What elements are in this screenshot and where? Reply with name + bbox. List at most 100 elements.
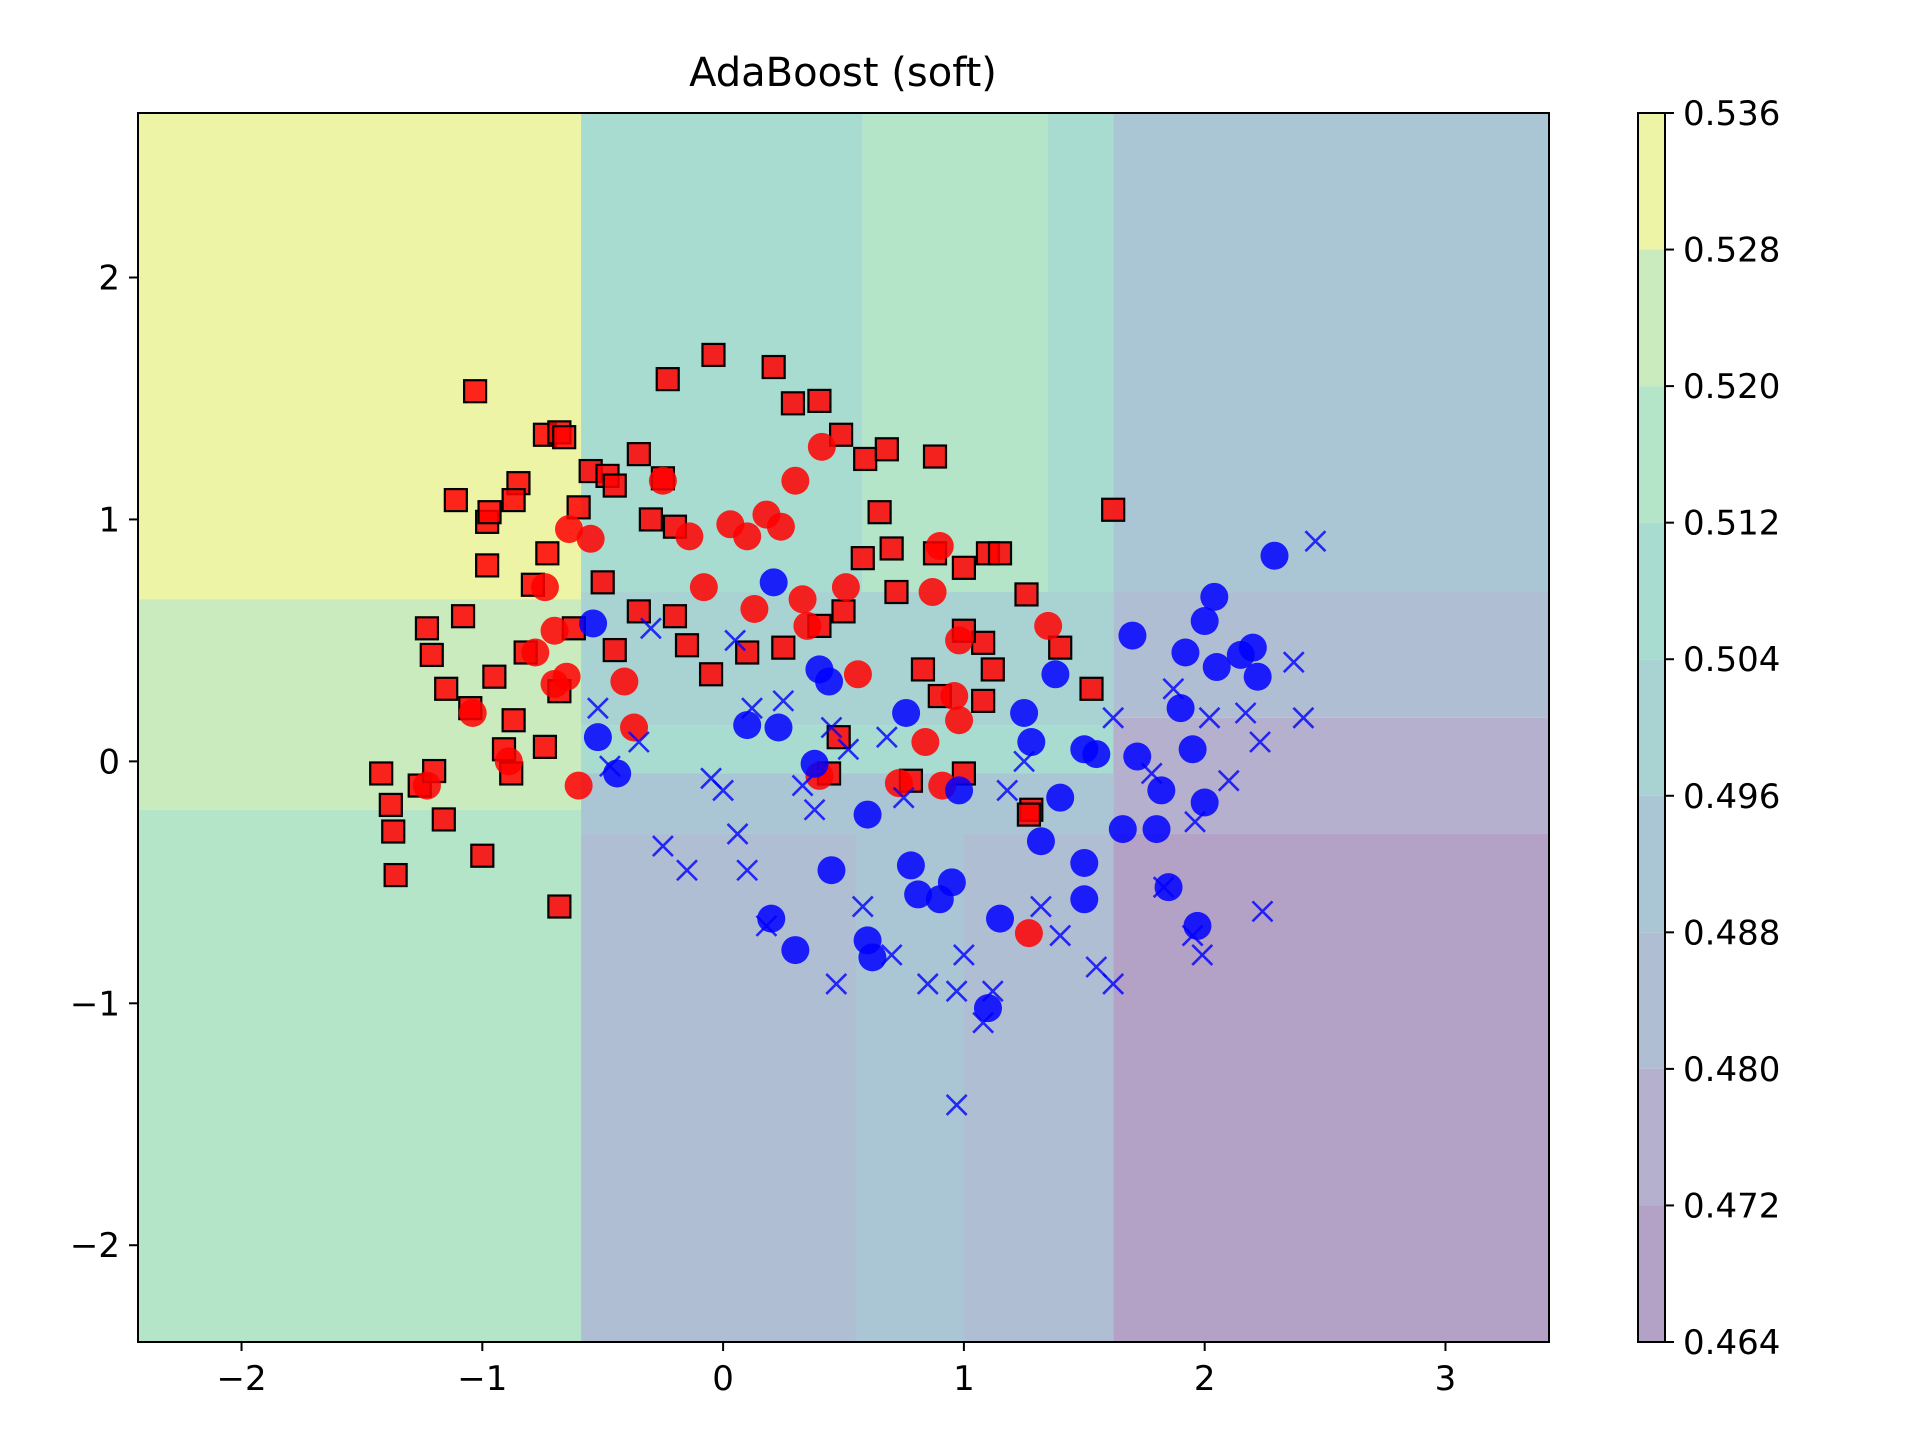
colorbar-tick-label: 0.520: [1683, 367, 1780, 407]
decision-region: [1113, 717, 1549, 834]
x-point: [1234, 702, 1257, 724]
circle-point: [1070, 848, 1099, 877]
square-point: [501, 487, 526, 513]
circle-point: [986, 904, 1015, 933]
circle-point: [817, 856, 846, 885]
x-tick-label: 2: [1194, 1359, 1216, 1399]
square-point: [951, 555, 976, 580]
square-point: [771, 635, 796, 660]
y-axis: −2 −1 0 1 2: [70, 259, 138, 1266]
square-point: [477, 500, 502, 525]
square-point: [850, 546, 875, 571]
circle-point: [1034, 611, 1063, 640]
circle-point: [1041, 660, 1070, 689]
x-point: [676, 859, 698, 882]
colorbar-band: [1638, 386, 1665, 523]
circle-point: [945, 706, 974, 735]
circle-point: [1026, 827, 1055, 856]
square-point: [701, 342, 726, 368]
decision-region: [138, 113, 582, 600]
square-point: [462, 379, 488, 404]
x-point: [837, 738, 860, 761]
square-point: [547, 894, 572, 919]
x-point: [1049, 924, 1072, 947]
plot-frame: [137, 112, 1550, 1343]
circle-point: [918, 578, 947, 607]
square-point: [450, 604, 476, 629]
square-point: [1079, 676, 1104, 701]
circle-point: [552, 662, 581, 691]
circle-point: [583, 723, 612, 752]
circle-point: [1014, 919, 1043, 948]
circle-point: [458, 698, 487, 727]
circle-point: [1118, 621, 1147, 650]
x-point: [1191, 943, 1214, 966]
square-point: [980, 657, 1005, 682]
circle-point: [973, 994, 1002, 1023]
circle-point: [1190, 607, 1219, 636]
x-point: [1184, 810, 1206, 833]
circle-point: [530, 573, 559, 602]
x-point: [1198, 706, 1221, 729]
square-point: [987, 541, 1013, 566]
circle-point: [884, 769, 913, 798]
square-point: [807, 388, 832, 413]
circle-point: [925, 532, 954, 561]
square-point: [867, 500, 892, 525]
square-point: [383, 862, 408, 888]
circle-point: [896, 851, 925, 880]
x-point: [736, 859, 759, 882]
x-point: [1140, 762, 1163, 785]
square-point: [381, 819, 406, 844]
square-point: [482, 664, 507, 689]
x-point: [945, 1093, 968, 1116]
x-point: [1162, 677, 1185, 700]
circle-point: [940, 682, 969, 711]
x-point: [1085, 956, 1108, 978]
circle-point: [800, 749, 829, 778]
x-point: [952, 943, 975, 966]
circle-point: [1082, 740, 1111, 769]
circle-point: [740, 594, 769, 623]
circle-point: [815, 667, 844, 696]
square-point: [626, 442, 651, 467]
square-point: [1048, 635, 1073, 660]
colorbar-tick-label: 0.536: [1683, 94, 1780, 134]
colorbar-band: [1638, 522, 1665, 660]
circle-point: [689, 573, 718, 602]
colorbar-tick-label: 0.480: [1683, 1050, 1780, 1090]
x-point: [639, 617, 662, 640]
square-point: [414, 616, 440, 641]
circle-point: [1183, 911, 1212, 940]
x-point: [599, 755, 621, 778]
square-point: [431, 807, 456, 832]
x-point: [651, 835, 674, 857]
circle-point: [892, 698, 921, 727]
square-point: [475, 553, 500, 578]
colorbar-frame: [1637, 112, 1666, 1343]
square-point: [535, 541, 560, 566]
x-point: [1013, 750, 1036, 773]
x-point: [1217, 769, 1240, 792]
circle-point: [540, 616, 569, 645]
colorbar-tick-label: 0.488: [1683, 913, 1780, 953]
square-point: [828, 422, 854, 447]
square-point: [419, 642, 444, 668]
circle-point: [788, 585, 817, 614]
x-point: [627, 731, 650, 753]
square-point: [378, 792, 403, 818]
circle-point: [937, 868, 966, 897]
y-tick-label: −1: [70, 984, 120, 1024]
circle-point: [1017, 728, 1046, 757]
circle-point: [733, 522, 762, 551]
circle-point: [1178, 735, 1207, 764]
circle-point: [620, 713, 649, 742]
circle-point: [945, 626, 974, 655]
square-point: [369, 761, 394, 786]
circle-point: [1070, 885, 1099, 914]
circle-point: [904, 880, 933, 909]
circle-point: [1108, 815, 1137, 844]
circle-point: [757, 904, 786, 933]
square-point: [761, 354, 786, 380]
